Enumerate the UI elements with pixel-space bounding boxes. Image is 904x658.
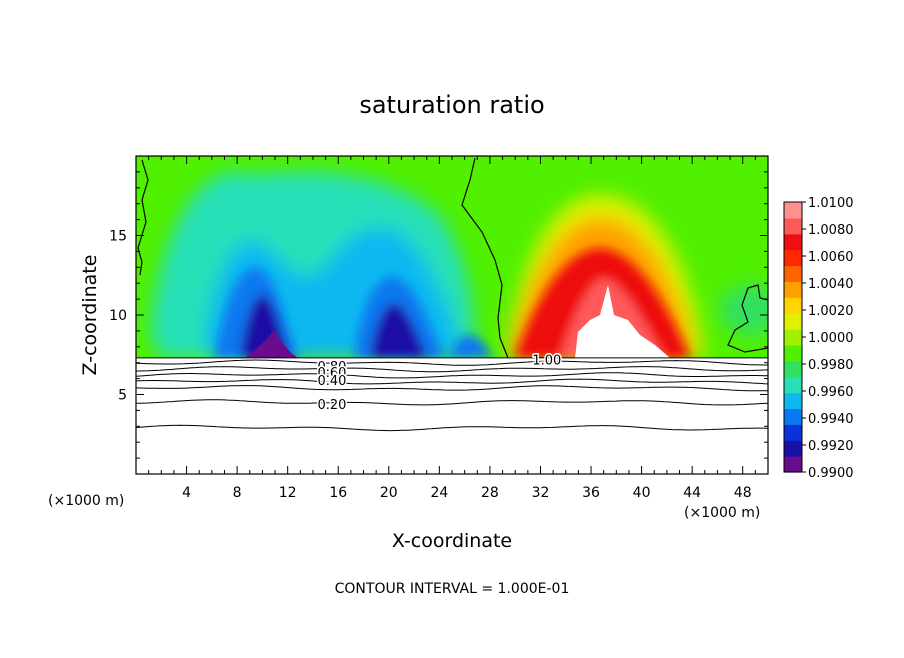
contour-label: 0.40 (317, 374, 346, 389)
y-tick-label: 15 (109, 229, 127, 245)
colorbar-swatch (784, 297, 802, 314)
colorbar-swatch (784, 408, 802, 425)
contour-line (136, 366, 769, 373)
x-tick-label: 12 (279, 485, 297, 501)
colorbar-swatch (784, 265, 802, 283)
colorbar-swatch (784, 392, 802, 410)
y-axis-label: Z-coordinate (79, 255, 101, 376)
x-tick-label: 20 (380, 485, 398, 501)
x-tick-label: 48 (734, 485, 752, 501)
colorbar-label: 0.9920 (808, 439, 854, 454)
contour-line (135, 424, 768, 432)
x-axis-label: X-coordinate (392, 530, 512, 552)
colorbar-swatch (784, 424, 802, 441)
colorbar-label: 1.0040 (808, 277, 854, 292)
contour-lines (135, 359, 769, 432)
contour-saturated-right (727, 284, 769, 353)
x-tick-label: 24 (430, 485, 448, 501)
contour-label: 0.20 (317, 398, 346, 413)
colorbar-label: 1.0060 (808, 250, 854, 265)
y-tick-label: 5 (118, 388, 127, 404)
contour-labels: 0.800.600.40 0.20 1.00 (316, 352, 563, 415)
contour-label: 1.00 (532, 354, 561, 369)
colorbar-label: 0.9940 (808, 412, 854, 427)
colorbar-swatch (784, 456, 802, 473)
x-axis-ticks: 4 8 12 16 20 24 28 32 36 40 44 48 (148, 156, 756, 501)
contour-interval-note: CONTOUR INTERVAL = 1.000E-01 (335, 581, 570, 597)
x-tick-label: 16 (329, 485, 347, 501)
colorbar-swatch (784, 329, 802, 346)
contour-line (135, 399, 769, 406)
cloud-white-region (575, 285, 670, 358)
colorbar: 1.0100 1.0080 1.0060 1.0040 1.0020 1.0000 0.99… (783, 196, 854, 481)
chart-title: saturation ratio (359, 91, 544, 119)
contour-line (135, 372, 769, 379)
x-tick-label: 40 (633, 485, 651, 501)
x-tick-label: 36 (582, 485, 600, 501)
x-tick-label: 44 (683, 485, 701, 501)
colorbar-swatch (784, 344, 802, 362)
colorbar-swatch (784, 202, 802, 219)
x-tick-label: 28 (481, 485, 499, 501)
x-tick-label: 32 (532, 485, 550, 501)
subsaturated-region (136, 357, 768, 474)
contour-line (135, 385, 769, 392)
contour-label: 0.80 (317, 360, 346, 375)
contour-line (135, 378, 769, 385)
colorbar-label: 0.9960 (808, 385, 854, 400)
colorbar-label: 1.0080 (808, 223, 854, 238)
saturation-field (136, 156, 768, 358)
colorbar-label: 1.0000 (808, 331, 854, 346)
cloud-edge-purple (245, 330, 298, 358)
colorbar-label: 0.9980 (808, 358, 854, 373)
cloud-base-layer (136, 357, 768, 474)
colorbar-label: 0.9900 (808, 466, 854, 481)
contour-saturated-middle (461, 157, 509, 359)
colorbar-swatch (784, 313, 802, 330)
colorbar-label: 1.0020 (808, 304, 854, 319)
colorbar-label: 1.0100 (808, 196, 854, 211)
colorbar-swatch (784, 233, 802, 251)
z-unit-label: (×1000 m) (48, 493, 124, 509)
colorbar-swatch (784, 440, 802, 457)
y-tick-label: 10 (109, 308, 127, 324)
colorbar-swatch (784, 249, 802, 267)
x-unit-label: (×1000 m) (684, 505, 760, 521)
colorbar-swatch (784, 217, 802, 235)
x-tick-label: 8 (233, 485, 242, 501)
x-tick-label: 4 (182, 485, 191, 501)
field-blue-cell-3 (450, 335, 492, 358)
colorbar-swatch (784, 376, 802, 394)
colorbar-swatch (784, 360, 802, 378)
contour-saturated-left (137, 159, 149, 276)
colorbar-swatch (784, 281, 802, 298)
field-green-patch (720, 285, 768, 335)
field-dark-blue-cell-2 (370, 302, 428, 358)
y-axis-ticks: 5 10 15 (109, 171, 768, 459)
contour-label: 0.60 (317, 366, 346, 381)
contour-line (135, 359, 768, 366)
